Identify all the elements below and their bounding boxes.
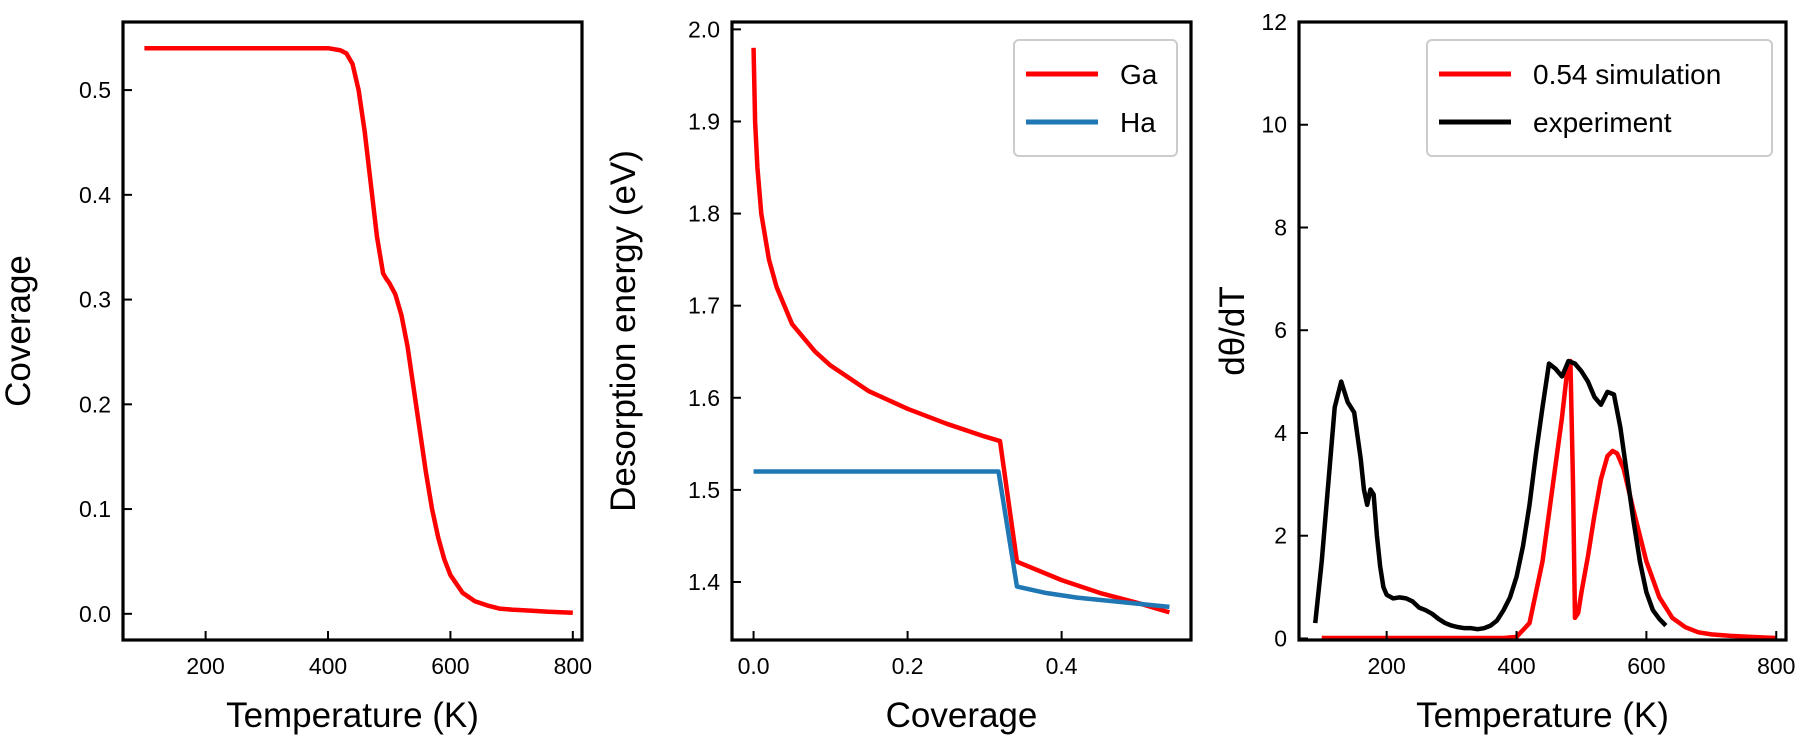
legend-label: Ga: [1120, 59, 1158, 90]
legend: Ga Ha: [1013, 39, 1178, 157]
y-axis-title: Coverage: [0, 255, 38, 407]
x-axis-title: Temperature (K): [226, 696, 479, 735]
x-tick-label: 0.0: [738, 653, 770, 679]
y-tick-label: 2: [1274, 523, 1287, 549]
legend-label: Ha: [1120, 107, 1156, 138]
x-axis-title: Coverage: [886, 696, 1038, 735]
y-tick-label: 1.6: [688, 385, 720, 411]
x-tick-label: 0.2: [892, 653, 924, 679]
x-tick-label: 200: [1367, 653, 1405, 679]
y-tick-label: 2.0: [688, 16, 720, 42]
y-tick-label: 6: [1274, 317, 1287, 343]
y-tick-label: 12: [1261, 9, 1287, 35]
series-line-0-54-simulation: [1321, 358, 1777, 640]
x-tick-label: 200: [186, 653, 224, 679]
x-tick-label: 400: [1497, 653, 1535, 679]
y-tick-label: 10: [1261, 112, 1287, 138]
series-line-experiment: [1312, 358, 1668, 632]
y-tick-label: 8: [1274, 214, 1287, 240]
legend-label: 0.54 simulation: [1533, 59, 1721, 90]
y-tick-label: 0: [1274, 625, 1287, 651]
series-line-ga: [751, 47, 1171, 615]
y-tick-label: 0.1: [79, 496, 111, 522]
x-tick-label: 600: [431, 653, 469, 679]
y-tick-label: 0.3: [79, 287, 111, 313]
y-axis-title: Desorption energy (eV): [604, 150, 643, 512]
y-axis-title: dθ/dT: [1213, 286, 1252, 376]
legend-box: [1426, 39, 1773, 157]
y-tick-label: 1.4: [688, 569, 720, 595]
x-tick-label: 800: [554, 653, 592, 679]
y-tick-label: 1.8: [688, 201, 720, 227]
legend: 0.54 simulation experiment: [1426, 39, 1773, 157]
series-line-1: [144, 45, 573, 616]
chart-panel-1: 200 400 600 800 0.0 0.1 0.2 0.3 0.4 0.5 Temperatur…: [0, 20, 592, 735]
x-axis-title: Temperature (K): [1416, 696, 1669, 735]
x-tick-label: 0.4: [1046, 653, 1078, 679]
y-tick-label: 0.5: [79, 77, 111, 103]
x-tick-label: 800: [1757, 653, 1795, 679]
y-tick-label: 0.2: [79, 391, 111, 417]
chart-panel-2: 0.0 0.2 0.4 1.4 1.5 1.6 1.7 1.8 1.9 2.0 Coverage De…: [604, 16, 1193, 735]
y-tick-label: 0.4: [79, 182, 111, 208]
y-tick-label: 4: [1274, 420, 1287, 446]
x-tick-label: 400: [309, 653, 347, 679]
y-tick-label: 1.5: [688, 477, 720, 503]
y-tick-label: 1.9: [688, 108, 720, 134]
axes-frame: [121, 20, 584, 642]
series-line-ha: [753, 469, 1170, 610]
x-tick-label: 600: [1627, 653, 1665, 679]
legend-box: [1013, 39, 1178, 157]
legend-label: experiment: [1533, 107, 1672, 138]
y-tick-label: 1.7: [688, 293, 720, 319]
y-tick-label: 0.0: [79, 601, 111, 627]
chart-panel-3: 200 400 600 800 0 2 4 6 8 10 12 Temperature (K) dθ/d…: [1213, 9, 1795, 735]
axes-frame: [730, 20, 1193, 642]
